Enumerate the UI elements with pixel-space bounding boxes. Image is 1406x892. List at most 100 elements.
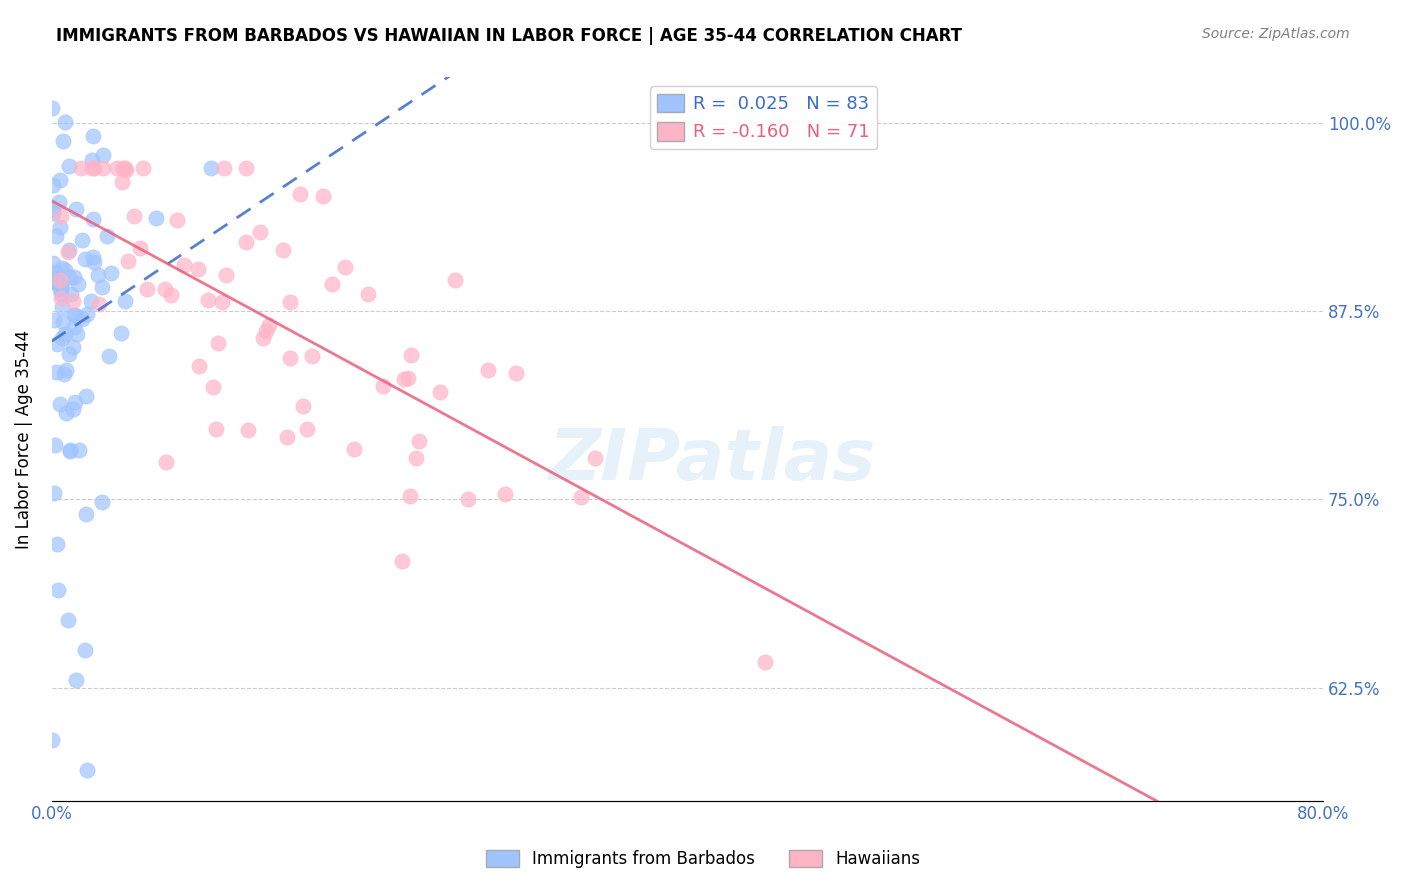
Point <box>65 673 87 687</box>
Point <box>155 455 177 469</box>
Point <box>51 331 73 345</box>
Point <box>297 422 319 436</box>
Point <box>42 275 65 289</box>
Point <box>63 319 86 334</box>
Point <box>51 260 73 275</box>
Point <box>391 553 413 567</box>
Point <box>235 235 257 249</box>
Text: ZIPatlas: ZIPatlas <box>550 426 876 495</box>
Point <box>42 313 65 327</box>
Point <box>211 295 233 310</box>
Point <box>187 262 209 277</box>
Point <box>52 368 75 382</box>
Point <box>42 256 65 270</box>
Point <box>59 286 82 301</box>
Point <box>49 279 72 293</box>
Point <box>52 134 75 148</box>
Point <box>42 205 65 219</box>
Point <box>200 161 222 175</box>
Point <box>301 349 323 363</box>
Point <box>249 225 271 239</box>
Point <box>59 444 82 458</box>
Point <box>49 173 72 187</box>
Point <box>207 336 229 351</box>
Text: Source: ZipAtlas.com: Source: ZipAtlas.com <box>1202 27 1350 41</box>
Point <box>49 397 72 411</box>
Point <box>276 429 298 443</box>
Point <box>58 347 80 361</box>
Point <box>114 161 136 175</box>
Point <box>105 161 128 175</box>
Point <box>41 733 63 747</box>
Point <box>63 395 86 409</box>
Point <box>76 764 98 778</box>
Point <box>75 252 97 267</box>
Point <box>396 370 419 384</box>
Point <box>76 307 98 321</box>
Point <box>46 337 69 351</box>
Point <box>63 309 86 323</box>
Point <box>67 277 90 291</box>
Point <box>90 495 112 509</box>
Point <box>49 281 72 295</box>
Point <box>145 211 167 226</box>
Point <box>205 422 228 436</box>
Point <box>58 244 80 259</box>
Point <box>91 279 114 293</box>
Point <box>80 153 103 167</box>
Point <box>41 178 63 193</box>
Point <box>87 268 110 282</box>
Point <box>238 423 260 437</box>
Point <box>49 287 72 301</box>
Point <box>188 359 211 374</box>
Point <box>46 582 69 597</box>
Point <box>51 278 73 293</box>
Point <box>55 406 77 420</box>
Point <box>202 379 225 393</box>
Point <box>505 366 527 380</box>
Point <box>129 241 152 255</box>
Point <box>114 294 136 309</box>
Point <box>235 161 257 175</box>
Point <box>83 254 105 268</box>
Point <box>58 613 80 627</box>
Y-axis label: In Labor Force | Age 35-44: In Labor Force | Age 35-44 <box>15 329 32 549</box>
Point <box>278 351 301 366</box>
Point <box>62 270 84 285</box>
Point <box>58 270 80 285</box>
Point <box>312 189 335 203</box>
Point <box>65 202 87 216</box>
Legend: R =  0.025   N = 83, R = -0.160   N = 71: R = 0.025 N = 83, R = -0.160 N = 71 <box>650 87 877 149</box>
Point <box>110 326 132 340</box>
Point <box>41 202 63 216</box>
Point <box>70 312 93 326</box>
Point <box>254 324 277 338</box>
Point <box>583 451 606 466</box>
Point <box>357 286 380 301</box>
Point <box>197 293 219 307</box>
Point <box>477 363 499 377</box>
Point <box>49 273 72 287</box>
Point <box>62 294 84 309</box>
Point <box>49 291 72 305</box>
Point <box>429 385 451 400</box>
Point <box>75 508 97 522</box>
Point <box>166 212 188 227</box>
Point <box>49 220 72 235</box>
Point <box>153 282 176 296</box>
Point <box>754 656 776 670</box>
Point <box>82 250 104 264</box>
Point <box>288 186 311 201</box>
Text: IMMIGRANTS FROM BARBADOS VS HAWAIIAN IN LABOR FORCE | AGE 35-44 CORRELATION CHAR: IMMIGRANTS FROM BARBADOS VS HAWAIIAN IN … <box>56 27 962 45</box>
Point <box>75 389 97 403</box>
Point <box>291 399 314 413</box>
Point <box>392 372 415 386</box>
Point <box>278 294 301 309</box>
Point <box>212 161 235 175</box>
Point <box>44 265 66 279</box>
Point <box>111 161 134 175</box>
Point <box>160 288 183 302</box>
Point <box>53 327 76 342</box>
Point <box>257 318 280 333</box>
Point <box>444 273 467 287</box>
